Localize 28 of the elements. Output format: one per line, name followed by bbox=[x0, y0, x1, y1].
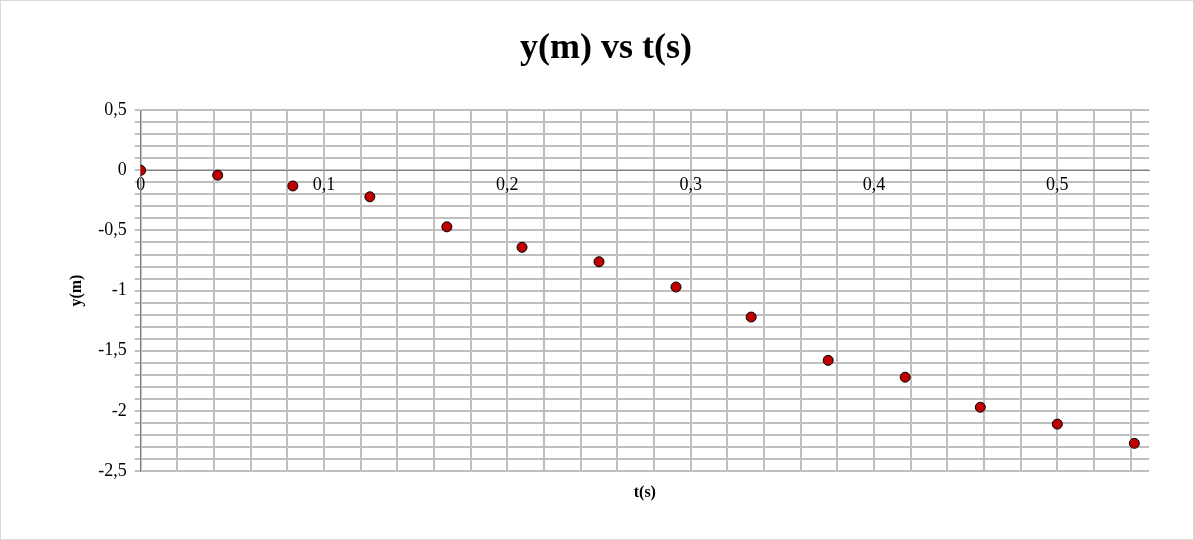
y-axis-title: y(m) bbox=[66, 274, 85, 307]
y-tick-label: 0,5 bbox=[104, 98, 127, 119]
y-tick-label: -1 bbox=[111, 279, 127, 300]
x-tick-label: 0,5 bbox=[1046, 173, 1069, 194]
y-tick-label: -2 bbox=[111, 399, 127, 420]
x-tick-label: 0,1 bbox=[312, 173, 336, 194]
point bbox=[1051, 418, 1063, 430]
point bbox=[212, 169, 224, 181]
point bbox=[364, 191, 376, 203]
point bbox=[974, 401, 986, 413]
point bbox=[441, 221, 453, 233]
point bbox=[1128, 437, 1140, 449]
point bbox=[745, 311, 757, 323]
point bbox=[822, 354, 834, 366]
y-tick-label: -0,5 bbox=[98, 219, 127, 240]
y-tick-label: -1,5 bbox=[98, 339, 127, 360]
point bbox=[670, 281, 682, 293]
chart-title: y(m) vs t(s) bbox=[520, 25, 692, 66]
x-tick-label: 0,3 bbox=[679, 173, 702, 194]
x-tick-label: 0,4 bbox=[862, 173, 886, 194]
y-tick-label: 0 bbox=[117, 159, 127, 180]
point bbox=[287, 180, 299, 192]
x-tick-label: 0,2 bbox=[496, 173, 519, 194]
y-tick-label: -2,5 bbox=[98, 459, 127, 480]
x-axis-title: t(s) bbox=[633, 483, 656, 502]
point bbox=[516, 241, 528, 253]
point bbox=[899, 371, 911, 383]
point bbox=[593, 256, 605, 268]
